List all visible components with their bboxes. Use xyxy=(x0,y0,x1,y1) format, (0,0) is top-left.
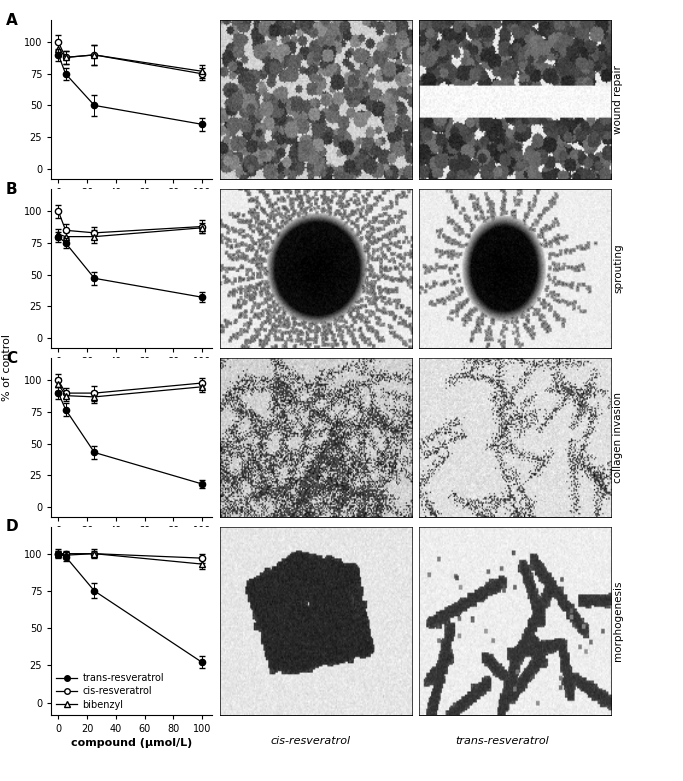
Text: collagen invasion: collagen invasion xyxy=(613,392,623,483)
Text: A: A xyxy=(6,13,18,28)
Text: sprouting: sprouting xyxy=(613,244,623,293)
Text: trans-resveratrol: trans-resveratrol xyxy=(455,736,549,746)
Text: D: D xyxy=(6,519,18,534)
Legend: trans-resveratrol, cis-resveratrol, bibenzyl: trans-resveratrol, cis-resveratrol, bibe… xyxy=(56,673,164,710)
Text: cis-resveratrol: cis-resveratrol xyxy=(270,736,351,746)
Text: wound repair: wound repair xyxy=(613,65,623,134)
X-axis label: compound (μmol/L): compound (μmol/L) xyxy=(71,738,193,748)
Text: % of control: % of control xyxy=(2,333,12,401)
Text: B: B xyxy=(6,182,18,198)
Text: C: C xyxy=(6,351,17,366)
Text: morphogenesis: morphogenesis xyxy=(613,580,623,661)
